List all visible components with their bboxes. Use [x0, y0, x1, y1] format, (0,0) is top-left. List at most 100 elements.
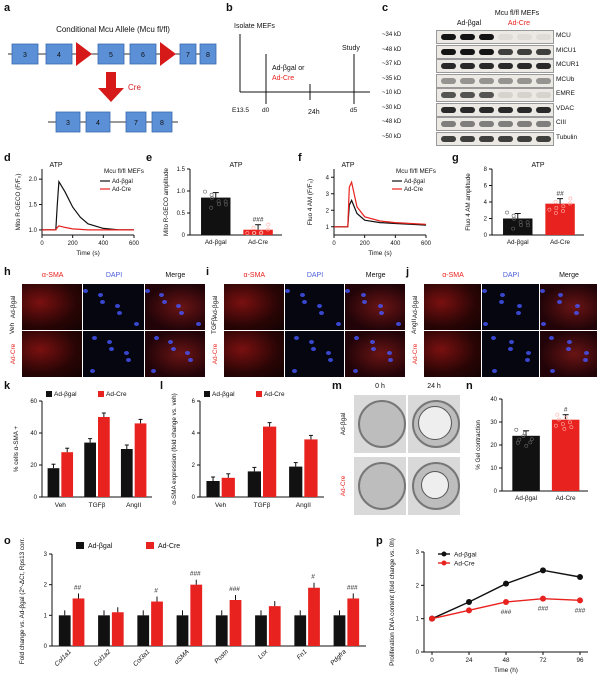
blot-band [536, 77, 551, 84]
category-label: Veh [55, 502, 67, 509]
gene-label: Postn [213, 648, 230, 665]
row-label: Ad-Cre [340, 475, 347, 497]
legend-label: Ad-Cre [112, 187, 132, 193]
nucleus [318, 311, 324, 315]
data-point [429, 615, 435, 622]
micrograph-tile [224, 331, 284, 377]
svg-text:d5: d5 [350, 107, 358, 114]
svg-text:24h: 24h [308, 109, 320, 116]
blot-band [460, 135, 475, 142]
legend-label: Ad-βgal [212, 391, 235, 398]
blot-band [498, 48, 513, 55]
data-point [568, 201, 572, 206]
channel-label: Merge [559, 272, 579, 279]
nucleus [369, 340, 375, 344]
exon-6-top [129, 43, 157, 65]
nucleus [126, 358, 132, 362]
gene-label: Col1a2 [93, 648, 113, 668]
y-tick-label: 2 [44, 583, 48, 589]
legend-swatch [98, 391, 104, 397]
legend-label: Ad-βgal [54, 391, 77, 398]
y-tick-label: 0.5 [177, 211, 186, 217]
blot-band [498, 92, 513, 98]
channel-label: DAPI [105, 272, 123, 279]
blot-band [460, 106, 475, 113]
panel-label-o: o [4, 535, 11, 547]
gene-label: Col3a1 [132, 648, 152, 668]
nucleus [100, 300, 106, 304]
x-tick-label: 200 [360, 241, 371, 247]
nucleus [567, 340, 572, 344]
y-tick-label: 3 [44, 552, 48, 558]
category-label: Ad-βgal [507, 239, 529, 246]
panel-label-h: h [4, 266, 11, 278]
y-tick-label: 1 [416, 617, 420, 623]
significance-label: ### [190, 571, 201, 578]
western-blot: Mcu fl/fl MEFs Ad-βgal Ad-Cre ~34 kD MCU ~… [382, 10, 598, 150]
nucleus [291, 369, 297, 373]
nucleus [508, 347, 513, 351]
blot-band [536, 106, 551, 113]
blot-band [441, 121, 456, 127]
micrograph-tile [83, 331, 144, 377]
data-point [252, 231, 256, 235]
y-axis-label: Proliferation DNA content (fold change v… [389, 538, 396, 666]
category-label: Ad-Cre [248, 239, 268, 246]
y-tick-label: 0 [416, 650, 420, 656]
nucleus [377, 304, 383, 308]
micrograph-i: α-SMA DAPI Merge Ad-βgal Ad-Cre TGFβ [211, 266, 406, 378]
data-point [567, 420, 572, 425]
bar [229, 600, 242, 646]
nucleus [499, 300, 504, 304]
category-label: AngII [296, 502, 311, 509]
blot-band [441, 106, 456, 113]
y-tick-label: 6 [192, 399, 196, 405]
bar [134, 423, 147, 497]
nucleus [170, 347, 176, 351]
data-point [525, 220, 530, 225]
legend-label: Ad-Cre [404, 187, 424, 193]
chart-e: 0 0.5 1.0 1.5 Mito R-GECO amplitude Ad-βgal Ad… [163, 162, 282, 246]
micrograph-tile [540, 331, 597, 377]
bar [72, 598, 85, 646]
bar [190, 584, 203, 646]
nucleus [106, 340, 112, 344]
nucleus [557, 300, 562, 304]
bar [201, 197, 231, 235]
data-point [569, 425, 574, 430]
chart-d: 1.0 1.5 2.0 Mito R-GECO (F/F₀) Time (s) 0 200 4… [15, 162, 144, 257]
mw-marker: ~30 kD [382, 104, 402, 111]
nucleus [583, 358, 588, 362]
y-tick-label: 40 [490, 397, 497, 403]
blot-band [479, 63, 494, 69]
nucleus [185, 351, 191, 355]
svg-text:3: 3 [23, 52, 27, 59]
x-axis-label: Time (s) [76, 250, 100, 257]
data-point [511, 213, 516, 218]
y-axis-label: Mito R-GECO amplitude [163, 168, 170, 236]
svg-text:8: 8 [206, 52, 210, 59]
significance-label: # [311, 574, 315, 581]
timeline-diagram: Isolate MEFs Ad-βgal or Ad-Cre 24h Study… [232, 23, 370, 116]
svg-text:E13.5: E13.5 [232, 107, 249, 114]
bar [503, 218, 533, 235]
mw-marker: ~35 kD [382, 75, 402, 82]
nucleus [284, 289, 290, 293]
protein-label: MICU1 [556, 46, 577, 54]
blot-strip [436, 30, 554, 44]
nucleus [516, 311, 521, 315]
legend-label: Ad-Cre [158, 543, 180, 550]
exon-3-top [11, 43, 39, 65]
data-point [517, 437, 522, 442]
data-point [568, 196, 573, 201]
data-point [555, 412, 560, 417]
protein-label: MCUR1 [556, 61, 580, 68]
channel-label: DAPI [306, 272, 324, 279]
nucleus [195, 322, 201, 326]
blot-strip [436, 44, 554, 59]
nucleus [123, 351, 129, 355]
y-tick-label: 3 [326, 192, 330, 198]
micrograph-tile [345, 284, 405, 330]
micrograph-tile [22, 284, 83, 330]
nucleus [371, 347, 377, 351]
